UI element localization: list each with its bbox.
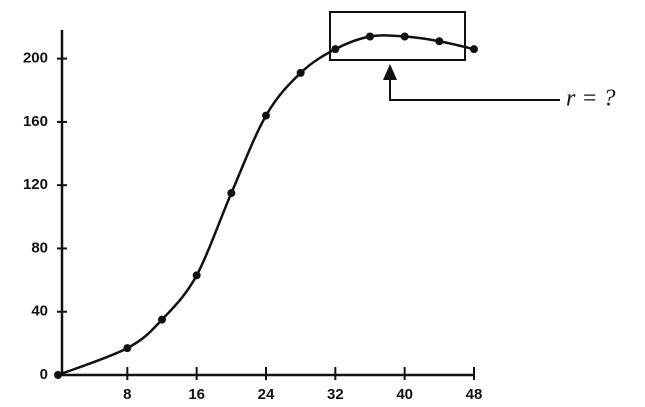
point bbox=[54, 371, 62, 379]
y-tick-label: 0 bbox=[40, 366, 48, 383]
x-tick-label: 48 bbox=[466, 386, 483, 403]
annotation: r = ? bbox=[566, 86, 616, 112]
point bbox=[470, 45, 478, 54]
y-tick-label: 80 bbox=[31, 239, 48, 256]
y-tick-label: 40 bbox=[31, 303, 48, 320]
point bbox=[331, 45, 340, 54]
point bbox=[227, 189, 236, 198]
point bbox=[366, 32, 374, 41]
point bbox=[123, 344, 132, 353]
y-tick-label: 120 bbox=[23, 176, 48, 193]
annotation-leader bbox=[389, 72, 560, 101]
x-tick-label: 40 bbox=[396, 386, 413, 403]
point bbox=[435, 37, 444, 46]
highlight-box bbox=[329, 11, 466, 61]
x-tick-label: 16 bbox=[188, 386, 205, 403]
x-tick-label: 32 bbox=[327, 386, 344, 403]
point bbox=[400, 32, 409, 41]
line bbox=[57, 34, 475, 377]
point bbox=[192, 271, 201, 280]
annotation-arrow bbox=[383, 64, 397, 80]
y-tick-label: 200 bbox=[23, 50, 48, 67]
point bbox=[158, 315, 166, 324]
y-tick-label: 160 bbox=[23, 113, 48, 130]
x-tick-label: 8 bbox=[123, 386, 131, 403]
x-tick-label: 24 bbox=[258, 386, 275, 403]
point bbox=[296, 68, 305, 77]
point bbox=[262, 111, 270, 120]
